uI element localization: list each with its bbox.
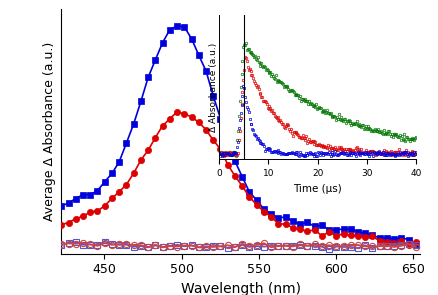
Y-axis label: Δ Absorbance (a.u.): Δ Absorbance (a.u.): [208, 42, 218, 132]
X-axis label: Wavelength (nm): Wavelength (nm): [181, 282, 301, 295]
Y-axis label: Average Δ Absorbance (a.u.): Average Δ Absorbance (a.u.): [43, 42, 56, 221]
X-axis label: Time (μs): Time (μs): [293, 183, 342, 194]
